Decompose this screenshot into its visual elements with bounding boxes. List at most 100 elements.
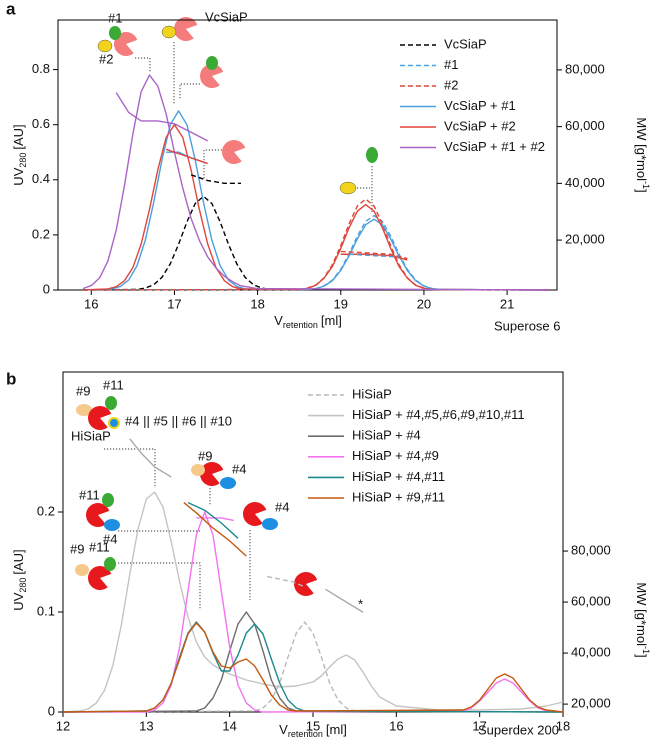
series-line [190,174,241,185]
y-tick-label: 0.8 [32,61,50,76]
y-tick-label: 0.4 [32,171,50,186]
x-tick-label: 18 [250,296,264,311]
series-line [115,92,209,142]
series-line [183,502,247,557]
leader-line [179,83,200,100]
y2-label-unit: ] [634,654,649,658]
series-line [187,501,239,539]
legend-label: HiSiaP + #9,#11 [352,489,445,504]
x-tick-label: 13 [139,718,153,733]
plot-frame [57,19,558,291]
annotation: Superdex 200 [478,722,559,737]
legend-label: HiSiaP + #4,#9 [352,448,439,463]
y2-tick-label: 60,000 [565,118,605,133]
series-line [82,74,549,291]
series-line [82,214,549,291]
icon-9 [191,464,205,476]
icons-b [75,396,320,610]
legend-label: HiSiaP [352,386,392,401]
y-tick-label: 0.1 [37,603,55,618]
y2-label-sup: -1 [641,646,651,654]
x-tick-label: 17 [167,296,181,311]
annotation: #9 [198,448,212,463]
icon-1 [206,56,218,70]
annotation: #4 [103,531,117,546]
icon-hisiap [290,568,320,599]
series-line [82,198,549,291]
y-tick-label: 0.2 [32,226,50,241]
series-line [62,621,564,713]
annotation: #4 || #5 || #6 || #10 [125,413,232,428]
panel-label: b [6,369,16,388]
x-axis-label: Vretention [ml] [274,313,342,330]
y2-label-sup: -1 [641,181,651,189]
y-label-text: UV [11,167,26,185]
y2-tick-label: 80,000 [571,542,611,557]
annotation: #9 [76,383,90,398]
icons-a [97,13,378,212]
icon-mixed [108,417,120,429]
y-tick-label: 0.6 [32,116,50,131]
legend-label: VcSiaP + #2 [444,118,516,133]
x-tick-label: 21 [500,296,514,311]
annotation: #4 [275,499,289,514]
x-label-text: V [279,722,288,737]
series-line [165,148,208,165]
legend-label: VcSiaP [444,36,487,51]
annotation: #11 [79,487,100,502]
x-tick-label: 20 [417,296,431,311]
y-label-sub: 280 [18,578,28,593]
y2-tick-label: 80,000 [565,61,605,76]
leader-line [118,562,201,610]
series-line [62,621,564,713]
y2-tick-label: 40,000 [565,175,605,190]
y2-tick-label: 60,000 [571,594,611,609]
leader-line [104,448,156,488]
x-tick-label: 12 [56,718,70,733]
x-label-sub: retention [283,320,318,330]
legend-label: VcSiaP + #1 + #2 [444,139,545,154]
icon-2 [97,39,113,53]
y-axis-label: UV280 [AU] [11,549,28,610]
annotation: #4 [232,461,246,476]
x-tick-label: 16 [84,296,98,311]
x-tick-label: 17 [472,718,486,733]
legend-label: HiSiaP + #4 [352,428,421,443]
series-line [82,195,549,291]
series-line [349,253,400,258]
series-line [62,491,564,713]
annotation: #1 [108,10,122,25]
y2-label-text: MW [g*mol [634,582,649,646]
series-line [267,575,305,588]
x-label-unit: [ml] [326,722,347,737]
y-label-unit: [AU] [11,549,26,574]
x-tick-label: 18 [556,718,570,733]
icon-11 [104,557,116,571]
y-tick-label: 0.2 [37,503,55,518]
x-label-unit: [ml] [321,313,342,328]
icon-2 [339,181,357,195]
y2-tick-label: 40,000 [571,645,611,660]
y2-tick-label: 20,000 [565,232,605,247]
annotation: * [358,596,363,611]
y2-axis-label: MW [g*mol-1] [634,582,651,657]
y2-label-text: MW [g*mol [634,117,649,181]
icon-11 [102,493,114,507]
icon-1 [366,147,378,163]
y-label-sub: 280 [18,153,28,168]
legend-label: #2 [444,77,458,92]
series-line [63,511,564,713]
y2-axis-label: MW [g*mol-1] [634,117,651,192]
x-axis-label: Vretention [ml] [279,722,347,739]
series-line [62,611,564,713]
series-line [129,438,364,613]
icon-9 [76,404,92,416]
annotation: HiSiaP [71,428,111,443]
y-tick-label: 0 [43,281,50,296]
x-tick-label: 16 [389,718,403,733]
annotation: #11 [103,377,124,392]
x-tick-label: 19 [334,296,348,311]
x-label-sub: retention [288,729,323,739]
